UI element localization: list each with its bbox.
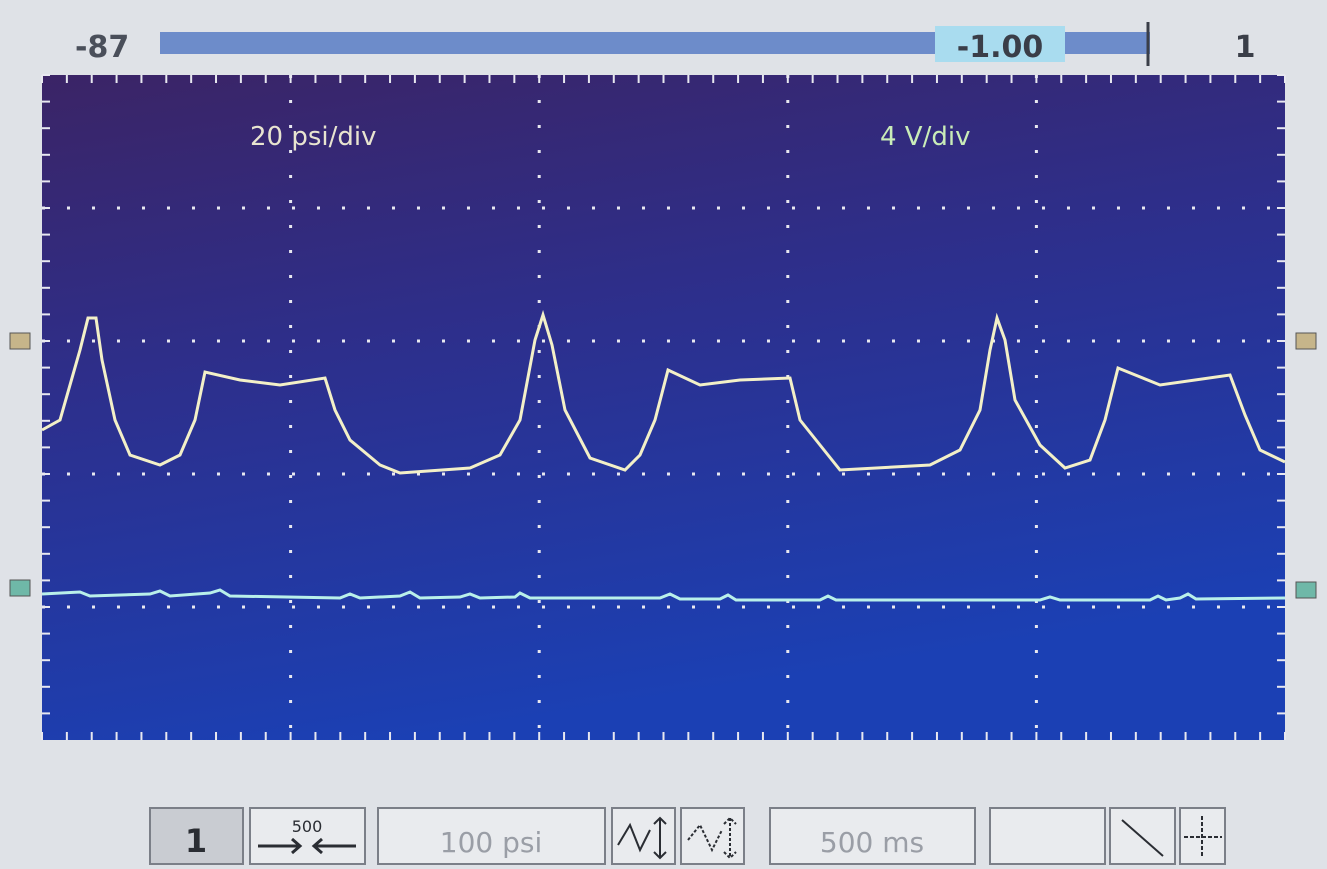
ch1-marker-left bbox=[10, 333, 30, 349]
trigger-button[interactable] bbox=[1110, 808, 1175, 864]
level-value: -1.00 bbox=[957, 30, 1043, 65]
position-button[interactable] bbox=[681, 808, 744, 864]
zoom-label: 500 bbox=[292, 817, 323, 836]
oscilloscope: -87 -1.00 1 20 psi/div 4 V/div 1 500 100… bbox=[0, 0, 1327, 869]
ch1-scale: 20 psi/div bbox=[250, 122, 377, 152]
blank-button[interactable] bbox=[990, 808, 1105, 864]
vertical-button[interactable] bbox=[612, 808, 675, 864]
ch2-marker-right bbox=[1296, 582, 1316, 598]
range-min: -87 bbox=[75, 30, 129, 65]
top-channel: 1 bbox=[1235, 30, 1256, 65]
page: -87 -1.00 1 20 psi/div 4 V/div 1 500 100… bbox=[0, 0, 1327, 869]
timebase-label: 500 ms bbox=[820, 826, 924, 859]
screen bbox=[42, 75, 1285, 740]
ch2-scale: 4 V/div bbox=[880, 122, 970, 152]
range-label: 100 psi bbox=[440, 826, 542, 859]
channel-label: 1 bbox=[185, 822, 207, 860]
ch2-marker-left bbox=[10, 580, 30, 596]
ch1-marker-right bbox=[1296, 333, 1316, 349]
